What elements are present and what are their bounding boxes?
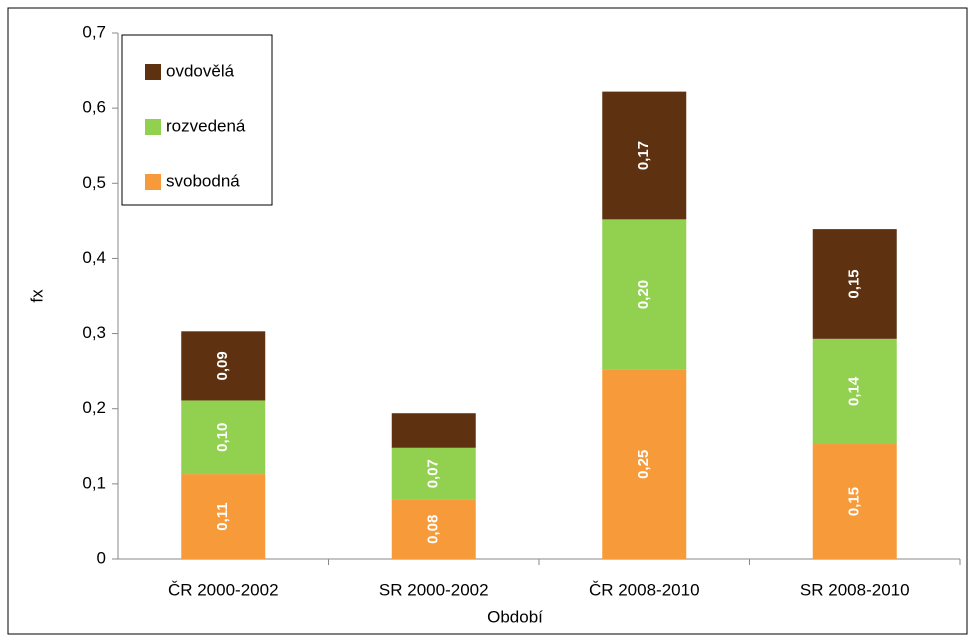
bar-segment (602, 91, 687, 220)
bar-segment (181, 400, 266, 475)
y-tick-label: 0,7 (82, 22, 106, 41)
value-label: 0,07 (425, 459, 442, 488)
bar-segment (181, 474, 266, 559)
bar-segment (812, 444, 897, 559)
legend-swatch (145, 119, 161, 135)
x-axis-title: Období (487, 607, 543, 626)
bar-segment (812, 338, 897, 445)
x-tick-label: ČR 2008-2010 (589, 580, 700, 599)
bar-segment (391, 499, 476, 559)
value-label: 0,14 (846, 376, 863, 406)
legend-label: svobodná (166, 171, 240, 190)
legend-swatch (145, 174, 161, 190)
bar-segment (391, 447, 476, 500)
y-tick-label: 0,1 (82, 473, 106, 492)
y-tick-label: 0,2 (82, 398, 106, 417)
x-tick-label: SR 2008-2010 (800, 580, 910, 599)
x-tick-label: SR 2000-2002 (379, 580, 489, 599)
y-tick-label: 0,5 (82, 173, 106, 192)
y-tick-label: 0 (97, 548, 106, 567)
value-label: 0,20 (635, 280, 652, 309)
legend-label: rozvedená (166, 116, 246, 135)
y-tick-label: 0,3 (82, 323, 106, 342)
bar-segment (812, 229, 897, 339)
legend-label: ovdovělá (166, 61, 235, 80)
y-tick-label: 0,6 (82, 98, 106, 117)
value-label: 0,25 (635, 450, 652, 479)
value-label: 0,11 (214, 502, 231, 530)
bar-segment (391, 413, 476, 448)
value-label: 0,08 (425, 515, 442, 544)
x-tick-label: ČR 2000-2002 (168, 580, 279, 599)
bar-segment (602, 219, 687, 370)
value-label: 0,09 (214, 351, 231, 380)
y-axis-title: fx (27, 289, 46, 303)
value-label: 0,17 (635, 141, 652, 170)
bar-segment (602, 369, 687, 559)
value-label: 0,15 (846, 487, 863, 516)
y-tick-label: 0,4 (82, 248, 106, 267)
bar-segment (181, 331, 266, 401)
value-label: 0,15 (846, 269, 863, 298)
legend-swatch (145, 64, 161, 80)
value-label: 0,10 (214, 423, 231, 452)
